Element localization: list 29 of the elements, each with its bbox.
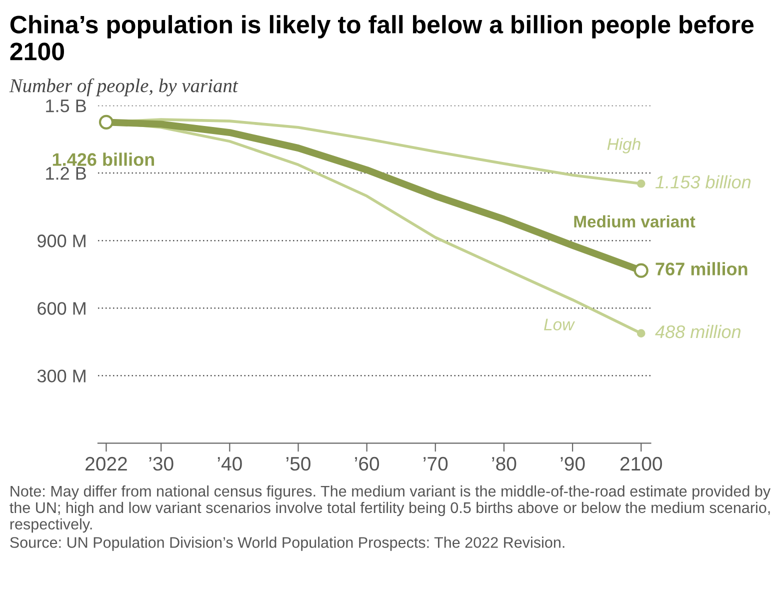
point <box>636 329 646 338</box>
x-tick-label: ’70 <box>424 456 448 471</box>
series-label: Medium variant <box>574 215 696 228</box>
point <box>98 114 114 130</box>
data-label: 1.426 billion <box>52 152 154 166</box>
chart-title: China’s population is likely to fall below a billion people before 2100 <box>10 15 754 60</box>
y-tick-label: 1.5 B <box>46 100 86 112</box>
x-tick-label: ’50 <box>286 456 310 471</box>
data-label: 488 million <box>655 324 740 338</box>
x-tick-label: 2100 <box>620 456 662 471</box>
y-tick-label: 300 M <box>37 370 86 382</box>
x-tick-label: ’30 <box>149 456 174 471</box>
y-tick-label: 1.2 B <box>46 166 86 180</box>
series-label: High <box>607 138 640 154</box>
series-label: Low <box>544 318 576 330</box>
chart-subtitle: Number of people, by variant <box>9 78 238 96</box>
text: Note: May differ from national census figures. The medium variant is the middle-of-the-road estimate provided by the UN; high and low variant scenarios involve total fertility being 0.5 births above or below the medium scenario, respectively. <box>10 485 771 533</box>
y-tick-label: 600 M <box>38 302 86 315</box>
x-tick-label: ’80 <box>492 456 516 471</box>
x-tick-label: 2022 <box>86 456 127 471</box>
x-tick-label: ’60 <box>355 456 380 471</box>
y-tick-label: 900 M <box>38 234 86 248</box>
x-tick-label: ’90 <box>560 456 585 471</box>
point <box>636 179 646 188</box>
point <box>634 263 648 278</box>
data-label: 1.153 billion <box>655 175 751 188</box>
x-tick-label: ’40 <box>218 456 242 471</box>
data-label: 767 million <box>656 262 748 276</box>
source-note: Source: UN Population Division’s World Population Prospects: The 2022 Revision. <box>10 536 564 551</box>
